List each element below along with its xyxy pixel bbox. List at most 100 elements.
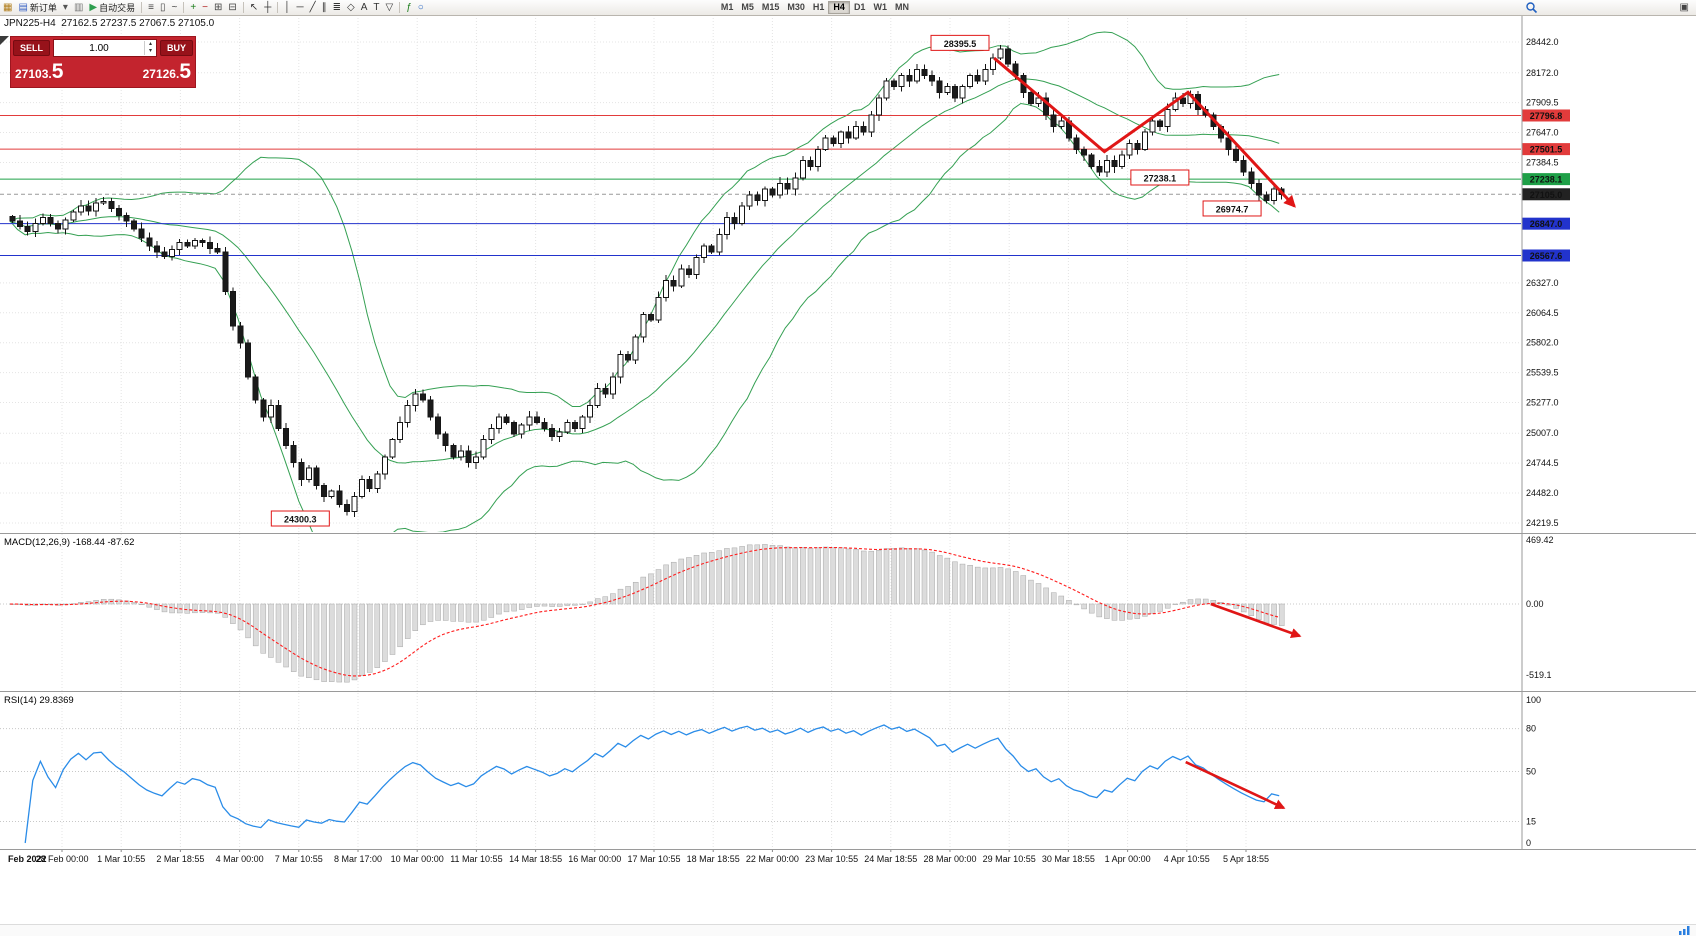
timeframe-h4[interactable]: H4 xyxy=(828,1,850,14)
terminal-icon[interactable]: ▦ xyxy=(1,1,14,14)
cursor-icon[interactable]: ↖ xyxy=(248,1,260,14)
tile-windows-icon[interactable]: ⊞ xyxy=(212,1,224,14)
arrows-icon[interactable]: ▽ xyxy=(384,1,396,14)
buy-button[interactable]: BUY xyxy=(159,40,193,56)
channel-icon[interactable]: ∥ xyxy=(320,1,329,14)
macd-bar xyxy=(541,603,548,607)
search-icon[interactable] xyxy=(1525,1,1538,14)
timeframe-m1[interactable]: M1 xyxy=(720,2,734,12)
candle-body xyxy=(549,427,556,437)
candle-body xyxy=(381,456,388,475)
trend-arrow[interactable] xyxy=(993,57,1296,208)
candle-body xyxy=(419,393,426,401)
bar-style-icon[interactable]: ≡ xyxy=(146,1,156,14)
macd-bar xyxy=(435,603,441,621)
time-label: 8 Mar 17:00 xyxy=(334,854,382,864)
candle-body xyxy=(556,431,563,437)
candle-body xyxy=(374,473,381,490)
indicators-icon[interactable]: ƒ xyxy=(404,1,414,14)
period-icon[interactable]: ○ xyxy=(416,1,426,14)
volume-spinner[interactable]: ▴ ▾ xyxy=(143,41,156,55)
time-label: 16 Mar 00:00 xyxy=(568,854,621,864)
timeframe-m30[interactable]: M30 xyxy=(787,2,805,12)
trendline-icon[interactable]: ╱ xyxy=(308,1,318,14)
time-label: 24 Mar 18:55 xyxy=(864,854,917,864)
macd-bar xyxy=(412,603,419,631)
text-icon: A xyxy=(360,2,368,13)
sell-price[interactable]: 27103.5 xyxy=(15,60,63,87)
candle-body xyxy=(146,237,153,247)
shapes-icon[interactable]: ◇ xyxy=(345,1,357,14)
macd-bar xyxy=(1126,603,1133,620)
candle-body xyxy=(359,479,366,498)
crosshair-icon[interactable]: ┼ xyxy=(262,1,273,14)
horizontal-line-icon[interactable]: ─ xyxy=(295,1,306,14)
timeframe-m15[interactable]: M15 xyxy=(761,2,780,12)
price-tick-label: 25007.0 xyxy=(1526,428,1559,438)
annotation-label: 26974.7 xyxy=(1216,204,1249,214)
candle-style-icon[interactable]: ▯ xyxy=(158,1,168,14)
profiles-icon[interactable]: ▥ xyxy=(72,1,85,14)
timeframe-h1[interactable]: H1 xyxy=(812,2,825,12)
macd-bar xyxy=(1096,603,1103,618)
annotation-label-box[interactable] xyxy=(1130,169,1190,186)
rsi-trend-arrow[interactable] xyxy=(1185,760,1286,810)
volume-input[interactable]: 1.00 ▴ ▾ xyxy=(53,39,157,57)
macd-bar xyxy=(1164,603,1171,609)
candle-body xyxy=(123,214,130,222)
zoom-out-icon[interactable]: − xyxy=(200,1,210,14)
charts-dropdown-icon[interactable]: ▾ xyxy=(61,1,70,14)
macd-bar xyxy=(1134,603,1141,619)
annotation-label-box[interactable] xyxy=(270,510,330,527)
new-order-button[interactable]: ▤ 新订单 xyxy=(16,1,58,14)
trade-panel-prices: 27103.5 27126.5 xyxy=(10,57,196,87)
price-tick-label: 27909.5 xyxy=(1526,98,1559,108)
macd-bar xyxy=(610,593,616,605)
auto-scroll-icon[interactable]: ⊟ xyxy=(226,1,238,14)
candle-body xyxy=(351,496,358,512)
candle-body xyxy=(868,114,875,133)
timeframe-mn[interactable]: MN xyxy=(894,2,909,12)
annotation-label-box[interactable] xyxy=(1202,200,1262,217)
candle-body xyxy=(237,325,244,344)
candle-body xyxy=(1248,171,1255,184)
candle-body xyxy=(100,201,107,204)
candle-body xyxy=(366,479,373,490)
vertical-line-icon[interactable]: │ xyxy=(282,1,292,14)
macd-bar xyxy=(952,561,958,605)
zoom-in-icon[interactable]: + xyxy=(188,1,198,14)
volume-value[interactable]: 1.00 xyxy=(89,42,109,54)
macd-bar xyxy=(321,603,327,682)
macd-bar xyxy=(1081,603,1087,610)
macd-bar xyxy=(693,555,700,605)
volume-down-icon[interactable]: ▾ xyxy=(148,48,152,54)
rsi-axis-labels: 100 80 50 15 0 xyxy=(1526,695,1541,848)
macd-trend-arrow[interactable] xyxy=(1210,602,1302,639)
timeframe-d1[interactable]: D1 xyxy=(853,2,866,12)
label-icon[interactable]: T xyxy=(371,1,381,14)
macd-bar xyxy=(883,548,890,605)
candle-body xyxy=(716,234,723,253)
candle-body xyxy=(93,202,100,212)
macd-bar xyxy=(518,603,525,610)
timeframe-w1[interactable]: W1 xyxy=(873,2,887,12)
autotrading-button[interactable]: ▶ 自动交易 xyxy=(87,1,137,14)
annotation-label-box[interactable] xyxy=(930,34,990,51)
text-icon[interactable]: A xyxy=(359,1,370,14)
fibonacci-icon[interactable]: ≣ xyxy=(331,1,343,14)
buy-price-small: 27126. xyxy=(142,67,180,81)
one-click-collapse-button[interactable] xyxy=(0,36,9,45)
line-style-icon[interactable]: ~ xyxy=(169,1,179,14)
buy-price[interactable]: 27126.5 xyxy=(143,60,191,87)
candle-body xyxy=(465,450,472,464)
timeframe-m5[interactable]: M5 xyxy=(741,2,754,12)
toolbar-left-group: ▦ ▤ 新订单 ▾ ▥ ▶ 自动交易 ≡ ▯ ~ + − ⊞ ⊟ ↖ ┼ │ ─ ╱ ∥ ≣ ◇ A T ▽ ƒ ○ xyxy=(0,0,427,15)
candle-body xyxy=(245,342,252,378)
help-icon[interactable]: ▣ xyxy=(1679,2,1689,13)
sell-button[interactable]: SELL xyxy=(13,40,51,56)
macd-bar xyxy=(914,548,920,605)
volume-up-icon[interactable]: ▴ xyxy=(148,41,152,47)
autotrading-button-label: 自动交易 xyxy=(99,3,136,13)
candle-body xyxy=(571,422,578,429)
